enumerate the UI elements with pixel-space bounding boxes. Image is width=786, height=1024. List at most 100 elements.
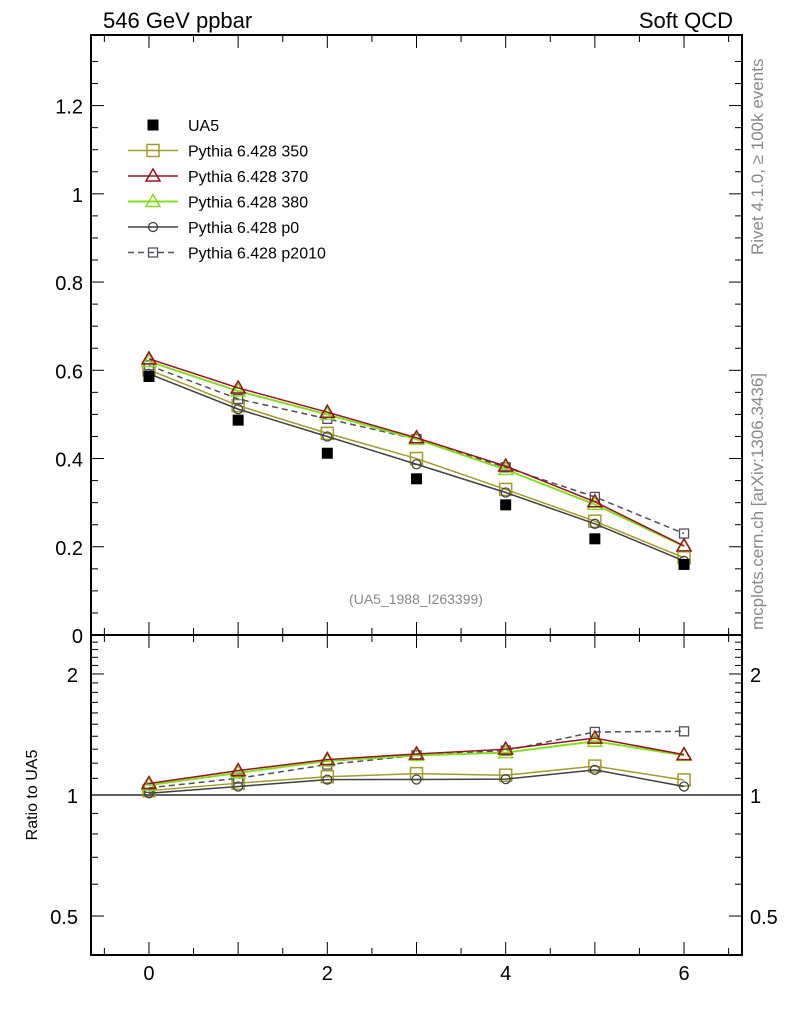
ratio-series-pythia-6-428-370: [140, 729, 693, 790]
ratio-ytick-label-right: 2: [750, 665, 761, 687]
data-point-pythia-6-428-350: [320, 426, 335, 441]
main-ytick-label: 0.2: [55, 538, 83, 560]
data-point-pythia-6-428-370: [229, 379, 247, 394]
data-point-pythia-6-428-p0: [322, 431, 333, 442]
series-pythia-6-428-p0: [143, 368, 690, 567]
legend-label: Pythia 6.428 p2010: [188, 246, 326, 263]
ratio-y-axis-label: Ratio to UA5: [24, 750, 41, 841]
ratio-point-pythia-6-428-380: [140, 776, 158, 791]
main-ytick-label: 0.8: [55, 273, 83, 295]
series-line-pythia-6-428-p0: [148, 373, 685, 562]
data-point-pythia-6-428-p0: [500, 487, 511, 498]
data-point-pythia-6-428-370: [497, 457, 514, 472]
data-point-pythia-6-428-380: [497, 461, 514, 476]
ratio-point-pythia-6-428-p0: [500, 774, 511, 785]
data-point-ua5: [321, 447, 333, 459]
ratio-ytick-label-left: 2: [67, 665, 78, 687]
ratio-point-pythia-6-428-370: [140, 775, 158, 790]
x-tick-label: 2: [322, 963, 333, 985]
ratio-point-pythia-6-428-350: [588, 759, 602, 773]
ratio-point-pythia-6-428-370: [586, 729, 604, 744]
legend-label: UA5: [188, 118, 219, 135]
legend-marker: [146, 143, 160, 158]
main-ytick-label: 0.4: [55, 450, 83, 472]
legend-item-ua5: UA5: [147, 118, 219, 135]
ratio-ytick-label-right: 0.5: [750, 907, 778, 929]
ratio-point-pythia-6-428-p0: [411, 774, 422, 785]
ratio-ytick-label-left: 1: [67, 786, 78, 808]
ratio-point-pythia-6-428-370: [408, 745, 425, 760]
ratio-point-pythia-6-428-380: [586, 732, 604, 748]
main-ytick-label: 0: [72, 626, 83, 648]
ratio-point-pythia-6-428-350: [498, 768, 513, 782]
data-point-pythia-6-428-p2010: [232, 393, 244, 405]
main-series-group: [140, 350, 693, 570]
ratio-point-pythia-6-428-p2010: [589, 726, 601, 738]
ratio-point-pythia-6-428-350: [320, 770, 335, 784]
series-line-pythia-6-428-380: [148, 360, 685, 548]
x-tick-label: 0: [143, 963, 154, 985]
title-right: Soft QCD: [639, 8, 733, 33]
ratio-point-pythia-6-428-p0: [232, 781, 244, 792]
legend-item-pythia-6-428-380: Pythia 6.428 380: [128, 193, 308, 212]
main-axis-ticks: 0 0.2 0.4 0.6 0.8 1 1.2: [55, 35, 742, 648]
data-point-pythia-6-428-p0: [411, 459, 422, 470]
ratio-ytick-label-left: 0.5: [50, 907, 78, 929]
x-tick-label: 6: [678, 963, 689, 985]
analysis-id-label: (UA5_1988_I263399): [349, 591, 483, 607]
ratio-point-pythia-6-428-380: [229, 764, 247, 779]
ratio-point-pythia-6-428-370: [497, 740, 514, 755]
data-point-ua5: [143, 370, 155, 382]
ratio-point-pythia-6-428-p2010: [678, 726, 690, 737]
ratio-axis-ticks: 0.5 0.5 1 1 2 2 0 2 4 6: [50, 634, 778, 985]
ratio-line-pythia-6-428-370: [148, 737, 685, 785]
ratio-point-pythia-6-428-370: [229, 762, 247, 777]
rivet-version-label: Rivet 4.1.0, ≥ 100k events: [748, 59, 767, 255]
data-point-ua5: [589, 533, 601, 545]
legend-item-pythia-6-428-370: Pythia 6.428 370: [128, 167, 308, 186]
legend-marker: [147, 119, 159, 131]
data-point-ua5: [411, 473, 422, 485]
data-point-pythia-6-428-p0: [232, 403, 244, 415]
legend-item-pythia-6-428-p0: Pythia 6.428 p0: [128, 220, 299, 237]
legend: UA5 Pythia 6.428 350 Pythia 6.428 370 Pythi…: [128, 118, 326, 263]
data-point-pythia-6-428-350: [498, 482, 513, 497]
legend-label: Pythia 6.428 350: [188, 144, 308, 161]
ratio-point-pythia-6-428-p0: [322, 774, 333, 785]
ratio-line-pythia-6-428-p0: [148, 769, 685, 795]
data-point-ua5: [500, 499, 512, 511]
data-point-pythia-6-428-380: [229, 382, 247, 397]
legend-item-pythia-6-428-350: Pythia 6.428 350: [128, 144, 308, 161]
ratio-series-pythia-6-428-380: [140, 732, 693, 791]
data-point-pythia-6-428-p0: [589, 518, 601, 529]
data-point-ua5: [232, 414, 244, 426]
legend-marker: [144, 167, 162, 182]
ratio-point-pythia-6-428-380: [497, 744, 514, 759]
series-line-pythia-6-428-350: [148, 369, 685, 559]
legend-label: Pythia 6.428 370: [188, 169, 308, 186]
data-point-pythia-6-428-370: [675, 537, 693, 552]
ratio-series-pythia-6-428-p0: [143, 764, 690, 799]
ratio-series-pythia-6-428-350: [142, 759, 691, 798]
legend-marker: [144, 193, 162, 208]
ratio-ytick-label-right: 1: [750, 786, 761, 808]
ratio-point-pythia-6-428-370: [675, 746, 693, 761]
legend-marker: [147, 221, 159, 233]
title-left: 546 GeV ppbar: [103, 8, 252, 33]
data-point-pythia-6-428-370: [319, 403, 336, 418]
ratio-point-pythia-6-428-p0: [589, 764, 601, 775]
data-point-pythia-6-428-370: [408, 429, 425, 444]
data-point-pythia-6-428-370: [140, 350, 158, 365]
legend-marker: [147, 247, 159, 258]
data-point-pythia-6-428-370: [586, 493, 604, 508]
series-line-pythia-6-428-370: [148, 358, 685, 547]
ratio-series-group: [91, 726, 742, 799]
x-tick-label: 4: [500, 963, 511, 985]
ratio-point-pythia-6-428-370: [319, 751, 336, 766]
ratio-point-pythia-6-428-p0: [678, 781, 690, 792]
data-point-pythia-6-428-p2010: [143, 360, 155, 371]
series-ua5: [143, 370, 690, 570]
ratio-line-pythia-6-428-380: [148, 740, 685, 787]
series-pythia-6-428-370: [140, 350, 693, 552]
